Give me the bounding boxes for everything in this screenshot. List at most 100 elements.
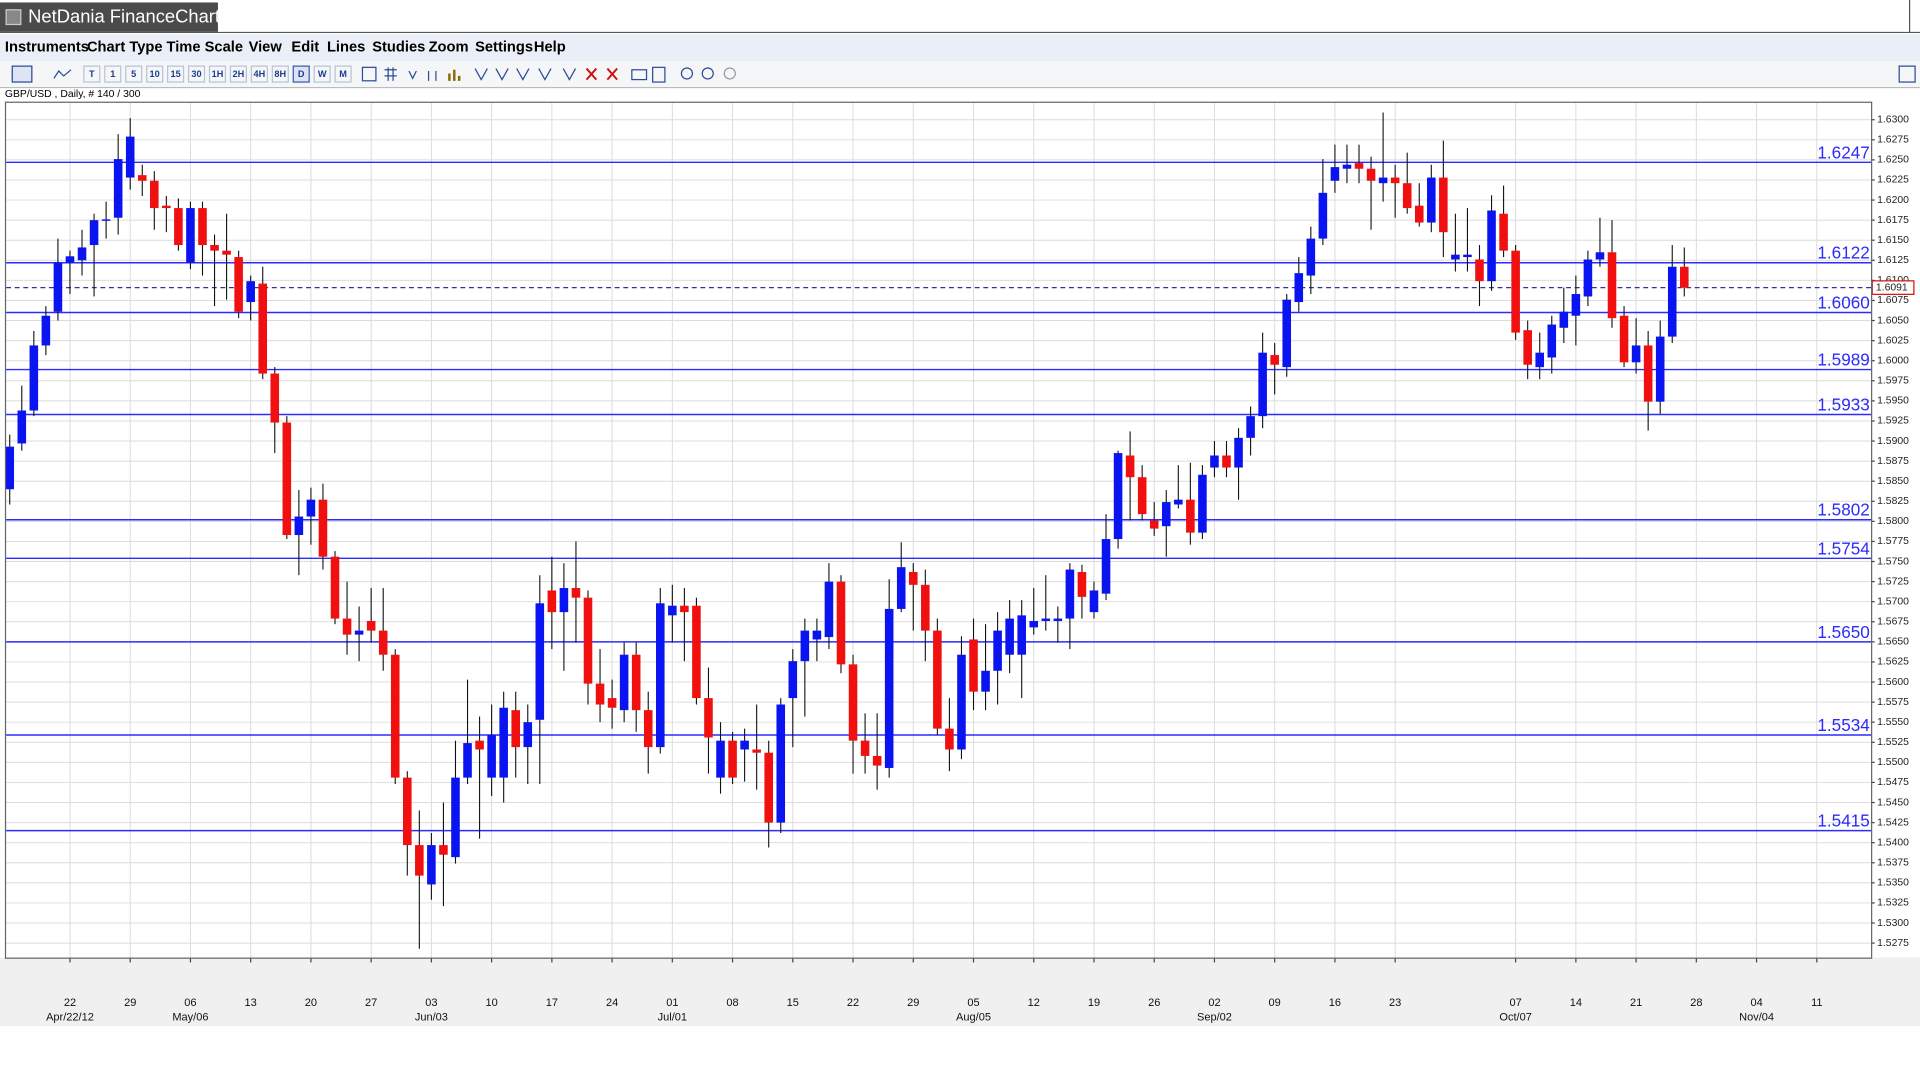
toolbar-button[interactable]: T [89,69,95,79]
toolbar-button[interactable]: 1H [212,69,224,79]
toolbar-button-frame[interactable] [146,65,164,83]
toolbar-button[interactable]: M [339,69,347,79]
instrument-label: GBP/USD , Daily, # 140 / 300 [5,89,141,100]
menu-item[interactable]: View [249,40,283,56]
candle-body [969,639,978,692]
icon-studies[interactable] [408,70,437,81]
icon-preview[interactable] [652,66,666,83]
menu-item[interactable]: Zoom [429,40,469,56]
title-bar [0,0,1920,34]
candle-body [29,345,39,411]
toolbar-button-frame[interactable] [313,65,331,83]
y-axis-band [1871,101,1920,958]
toolbar-button[interactable]: 5 [131,69,136,79]
level-label: 1.5534 [1817,715,1870,735]
x-tick-label: 29 [907,997,919,1009]
x-tick-label: 17 [546,997,558,1009]
candle-body [1318,192,1328,239]
icon-line[interactable] [53,69,72,79]
candle-body [1354,163,1364,169]
menu-item[interactable]: Chart Type [87,40,163,56]
toolbar-button[interactable]: 4H [253,69,265,79]
y-tick-label: 1.5450 [1877,797,1909,808]
toolbar-button-frame[interactable] [167,65,185,83]
title-tab[interactable] [0,2,218,32]
menu-item[interactable]: Time Scale [167,40,243,56]
toolbar-button-frame[interactable] [229,65,247,83]
candle-body [535,603,545,720]
candle-body [824,581,834,638]
candle-body [1463,254,1472,258]
menu-item[interactable]: Edit [291,40,319,56]
menu-item[interactable]: Settings [475,40,533,56]
toolbar-button-frame[interactable] [334,65,352,83]
candles [5,112,1689,949]
candle-body [1667,266,1677,337]
candle-body [354,630,364,635]
candle-body [150,180,159,209]
month-label: Oct/07 [1499,1011,1531,1023]
toolbar-button-frame[interactable] [292,65,310,83]
candle-body [547,590,557,613]
menu-item[interactable]: Help [534,40,566,56]
candle-body [1390,177,1400,184]
candle-body [1595,252,1605,260]
menu-item[interactable]: Studies [372,40,425,56]
y-tick-label: 1.5875 [1877,456,1909,467]
toolbar-button-frame[interactable] [250,65,268,83]
candle-body [463,743,472,778]
candle-body [1005,618,1014,655]
candle-body [571,588,581,598]
toolbar-button[interactable]: 15 [170,69,180,79]
toolbar-button-frame[interactable] [83,65,101,83]
x-tick-label: 02 [1208,997,1220,1009]
candle-body [981,670,990,692]
candle-body [1475,259,1484,282]
menu-item[interactable]: Lines [327,40,365,56]
toolbar-button[interactable]: 8H [274,69,286,79]
toolbar-button[interactable]: 30 [191,69,201,79]
candle-body [800,630,810,662]
icon-crosshair[interactable] [361,66,377,82]
icon-panel[interactable] [1898,65,1916,83]
toolbar-button[interactable]: D [298,69,305,79]
icon-zoom-out[interactable] [701,67,714,80]
y-tick-label: 1.5850 [1877,476,1909,487]
y-tick-label: 1.6250 [1877,155,1909,166]
y-tick-label: 1.5950 [1877,396,1909,407]
icon-print[interactable] [631,69,648,81]
candle-body [1607,252,1617,319]
candle-body [77,247,87,261]
level-label: 1.5989 [1817,350,1869,370]
toolbar-button-frame[interactable] [104,65,122,83]
icon-instrument[interactable] [11,65,33,83]
candle-body [680,605,689,613]
icon-zoom-reset[interactable] [723,67,736,80]
toolbar-button-frame[interactable] [125,65,143,83]
toolbar-button-frame[interactable] [187,65,206,83]
menu-bar [0,34,1920,62]
toolbar-button[interactable]: 1 [110,69,115,79]
toolbar-button-frame[interactable] [208,65,227,83]
candle-body [1258,352,1267,417]
candle-body [1511,250,1520,333]
y-tick-label: 1.5675 [1877,617,1909,628]
toolbar-button[interactable]: 10 [150,69,160,79]
x-tick-label: 16 [1329,997,1341,1009]
toolbar-button[interactable]: W [318,69,327,79]
candle-body [668,605,677,616]
toolbar-button-frame[interactable] [271,65,289,83]
icon-bars[interactable] [448,69,461,81]
toolbar-button[interactable]: 2H [233,69,245,79]
icon-lines[interactable] [474,68,577,81]
menu-item[interactable]: Instruments [5,40,89,56]
icon-delete[interactable] [585,67,598,81]
x-tick-label: 23 [1389,997,1401,1009]
candle-body [704,698,713,738]
x-tick-label: 13 [245,997,257,1009]
icon-zoom-in[interactable] [680,67,694,80]
icon-grid[interactable] [384,67,397,81]
icon-delete-all[interactable] [606,67,618,81]
candle-body [812,630,822,640]
y-tick-label: 1.5600 [1877,677,1909,688]
